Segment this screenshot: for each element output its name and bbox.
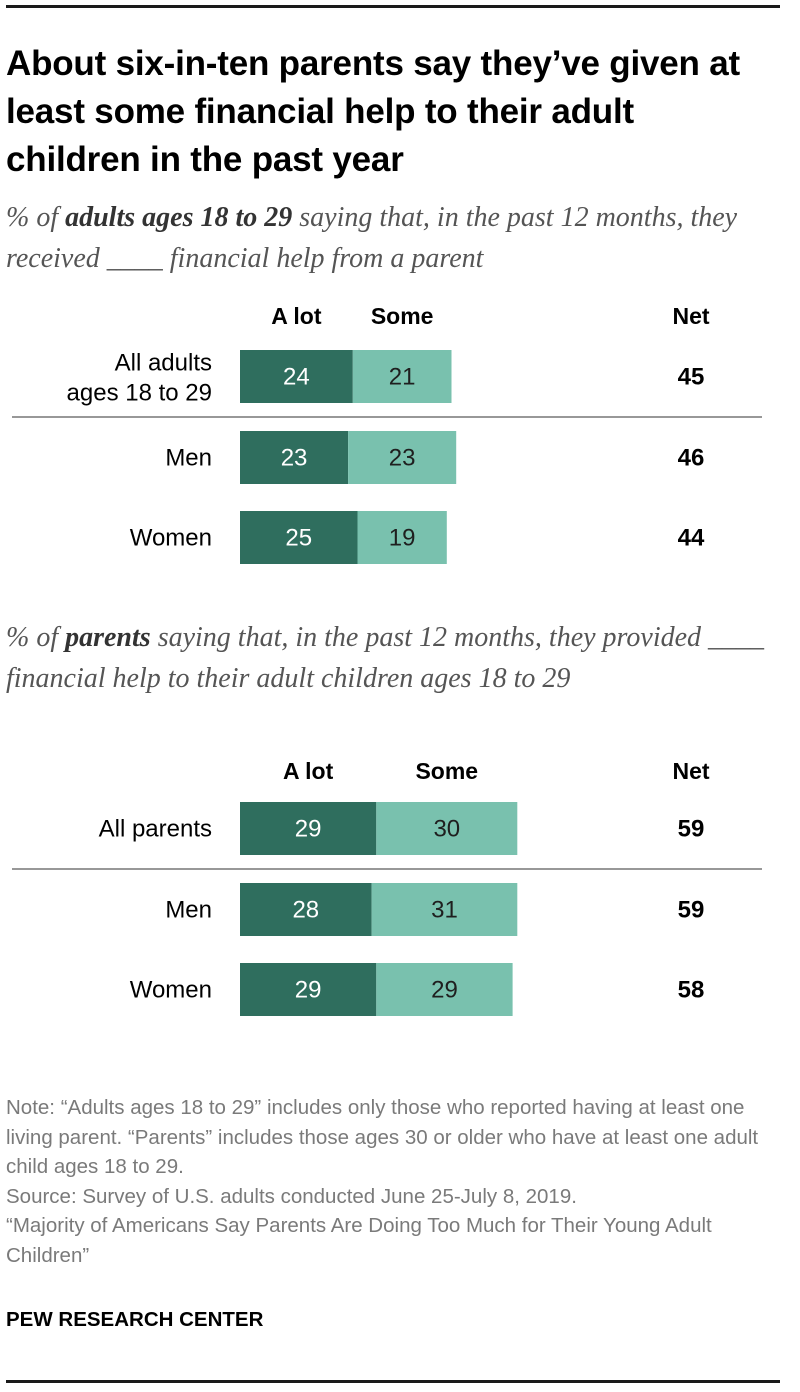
top-rule [6, 5, 780, 8]
category-label: All adults [115, 350, 212, 377]
bar-a-lot [240, 511, 358, 564]
category-label: Women [130, 977, 212, 1004]
footer-report-title: “Majority of Americans Say Parents Are D… [6, 1214, 712, 1267]
legend-label-some: Some [371, 303, 434, 329]
bar-a-lot [240, 883, 372, 936]
bar-value-label: 29 [295, 816, 322, 843]
legend-label-a-lot: A lot [283, 758, 334, 784]
chart-1-subtitle-post: saying that, in the past 12 months, they… [6, 202, 738, 274]
pew-brand-logo: PEW RESEARCH CENTER [6, 1308, 264, 1331]
bar-a-lot [240, 431, 349, 484]
chart-2-parents-provided: A lot Some Net All parents 29 30 59 Men 28 31 59 Wo… [12, 758, 762, 1016]
bar-value-label: 25 [285, 525, 312, 552]
bar-value-label: 24 [283, 364, 310, 391]
bar-value-label: 31 [431, 897, 458, 924]
bar-a-lot [240, 350, 353, 403]
bar-some [371, 883, 518, 936]
net-value: 59 [678, 897, 705, 924]
chart-2-subtitle-bold: parents [65, 622, 151, 653]
legend-label-some: Some [415, 758, 478, 784]
bar-a-lot [240, 963, 377, 1016]
bar-value-label: 29 [295, 977, 322, 1004]
net-value: 46 [678, 445, 705, 472]
chart-1-subtitle-pre: % of [6, 202, 66, 233]
chart-2-subtitle-pre: % of [6, 622, 66, 653]
category-label: Men [165, 445, 212, 472]
chart-1-subtitle: % of adults ages 18 to 29 saying that, i… [6, 197, 776, 279]
category-label: Men [165, 897, 212, 924]
net-value: 58 [678, 977, 705, 1004]
bar-value-label: 21 [389, 364, 416, 391]
bar-value-label: 19 [389, 525, 416, 552]
category-label: All parents [99, 816, 212, 843]
net-value: 45 [678, 364, 705, 391]
bar-some [348, 431, 457, 484]
net-header: Net [672, 758, 709, 784]
chart-title: About six-in-ten parents say they’ve giv… [6, 44, 740, 179]
bar-some [357, 511, 447, 564]
legend-label-a-lot: A lot [271, 303, 322, 329]
net-value: 59 [678, 816, 705, 843]
net-header: Net [672, 303, 709, 329]
bar-value-label: 28 [292, 897, 319, 924]
bar-value-label: 23 [389, 445, 416, 472]
bar-some [352, 350, 452, 403]
bar-value-label: 29 [431, 977, 458, 1004]
net-value: 44 [678, 525, 705, 552]
bar-some [376, 963, 513, 1016]
footer-note: Note: “Adults ages 18 to 29” includes on… [6, 1096, 759, 1178]
chart-2-subtitle-post: saying that, in the past 12 months, they… [6, 622, 765, 694]
bar-value-label: 30 [433, 816, 460, 843]
bar-some [376, 802, 518, 855]
category-label: Women [130, 525, 212, 552]
category-label: ages 18 to 29 [67, 380, 212, 407]
footer-source: Source: Survey of U.S. adults conducted … [6, 1184, 577, 1208]
chart-1-adults-received: A lot Some Net All adults ages 18 to 29 24 21 4… [12, 303, 762, 564]
footer-notes: Note: “Adults ages 18 to 29” includes on… [6, 1093, 776, 1270]
chart-1-subtitle-bold: adults ages 18 to 29 [65, 202, 293, 233]
bar-a-lot [240, 802, 377, 855]
bar-value-label: 23 [281, 445, 308, 472]
chart-2-subtitle: % of parents saying that, in the past 12… [6, 617, 776, 699]
bottom-rule [6, 1380, 780, 1383]
